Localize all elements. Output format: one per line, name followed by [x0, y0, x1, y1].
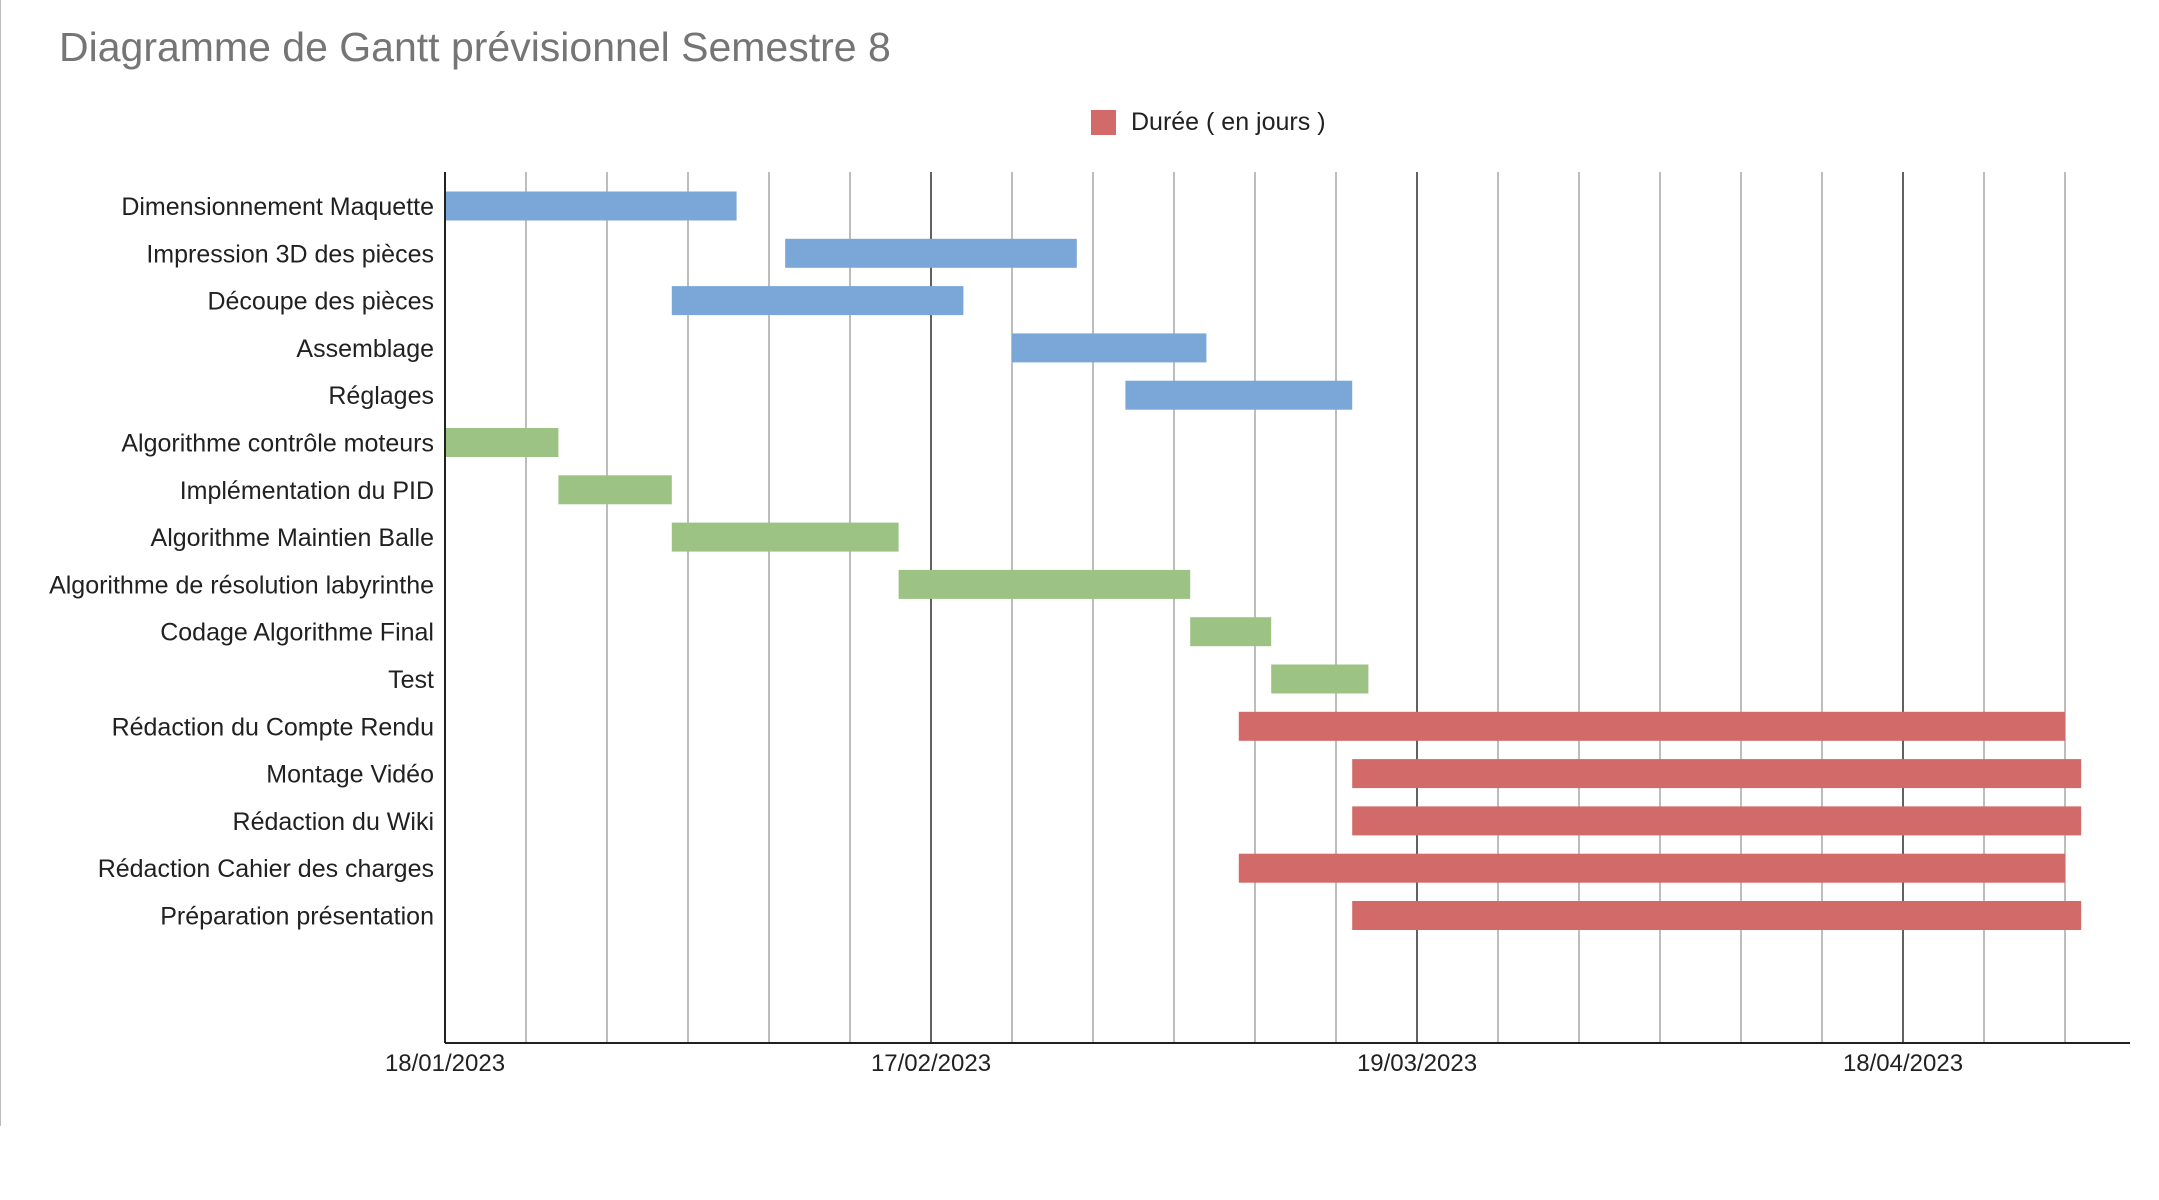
task-bar: [1238, 711, 2065, 741]
task-bar: [1352, 806, 2082, 836]
task-bars: [445, 191, 2082, 930]
axes: [444, 172, 2130, 1044]
task-bar: [1271, 664, 1369, 694]
task-label: Algorithme Maintien Balle: [151, 524, 434, 552]
task-bar: [671, 286, 964, 316]
task-label: Rédaction du Compte Rendu: [112, 713, 434, 741]
x-tick-label: 18/01/2023: [385, 1050, 505, 1077]
task-label: Test: [388, 666, 434, 694]
task-label: Montage Vidéo: [266, 761, 434, 789]
x-tick-label: 18/04/2023: [1843, 1050, 1963, 1077]
task-bar: [1352, 901, 2082, 930]
task-bar: [671, 522, 899, 552]
task-label: Algorithme de résolution labyrinthe: [49, 571, 434, 599]
task-label: Assemblage: [296, 335, 434, 363]
task-label: Réglages: [328, 382, 434, 410]
task-bar: [1238, 853, 2065, 883]
task-bar: [445, 191, 737, 221]
chart-legend: Durée ( en jours ): [1091, 108, 1326, 137]
chart-frame-border: [0, 0, 1, 1126]
task-bar: [445, 428, 559, 457]
task-bar: [1125, 380, 1353, 410]
task-label: Implémentation du PID: [180, 477, 434, 505]
x-tick-labels: 18/01/2023 17/02/2023 19/03/2023 18/04/2023: [385, 1050, 1963, 1077]
task-label: Rédaction du Wiki: [233, 808, 434, 836]
legend-label: Durée ( en jours ): [1131, 108, 1326, 136]
task-label: Codage Algorithme Final: [160, 619, 434, 647]
task-bar: [558, 475, 672, 505]
gridlines: [525, 172, 2066, 1043]
task-bar: [898, 569, 1191, 599]
x-tick-label: 19/03/2023: [1357, 1050, 1477, 1077]
x-tick-label: 17/02/2023: [871, 1050, 991, 1077]
task-label: Algorithme contrôle moteurs: [121, 430, 434, 458]
task-label: Rédaction Cahier des charges: [98, 855, 434, 883]
task-labels: Dimensionnement Maquette Impression 3D de…: [49, 193, 434, 931]
task-bar: [1190, 617, 1272, 647]
task-bar: [1012, 333, 1207, 363]
task-label: Préparation présentation: [160, 903, 434, 931]
chart-title: Diagramme de Gantt prévisionnel Semestre…: [59, 24, 891, 70]
task-label: Impression 3D des pièces: [146, 240, 434, 268]
task-label: Dimensionnement Maquette: [121, 193, 434, 221]
task-label: Découpe des pièces: [207, 288, 434, 316]
task-bar: [1352, 759, 2082, 789]
legend-swatch: [1091, 110, 1116, 135]
task-bar: [785, 238, 1077, 268]
